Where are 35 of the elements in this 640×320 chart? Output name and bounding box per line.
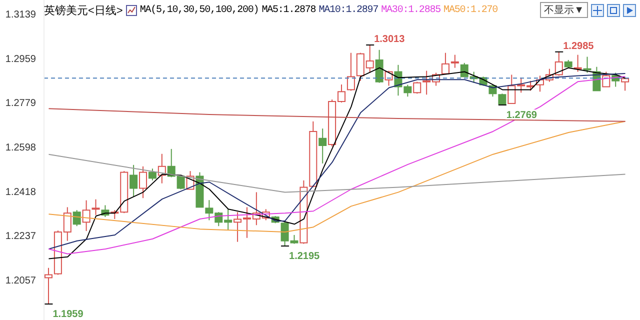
candlestick: [318, 128, 327, 164]
candlestick: [139, 166, 148, 199]
candlestick: [72, 210, 81, 227]
candlestick: [621, 77, 630, 92]
annotation: 不显示▼: [540, 2, 588, 18]
y-tick-label: 1.2057: [5, 275, 36, 286]
y-tick-label: 1.2237: [5, 231, 36, 242]
candlestick: [375, 49, 384, 84]
candlestick: [441, 52, 450, 74]
y-tick-label: 1.2959: [5, 54, 36, 65]
candlestick: [413, 81, 422, 94]
annotation: 1.1959: [52, 309, 84, 320]
candlestick: [92, 198, 100, 216]
chart-title: 英镑美元<日线>: [44, 4, 123, 18]
y-tick-label: 1.2779: [5, 98, 36, 110]
annotation: 1.2195: [289, 251, 320, 262]
annotation: 1.3013: [374, 34, 406, 45]
text: MA30:1.2885: [381, 5, 441, 16]
candlestick: [82, 200, 90, 232]
text: MA50:1.270: [444, 5, 498, 16]
candlestick: [583, 56, 592, 74]
candlestick: [148, 168, 156, 181]
candlestick: [130, 164, 138, 197]
candlestick: [346, 52, 355, 92]
legend-title: MA(5,10,30,50,100,200): [140, 5, 259, 16]
y-tick-label: 1.3139: [5, 10, 36, 21]
y-tick-label: 1.2418: [5, 186, 36, 198]
annotation: 1.2985: [563, 40, 594, 52]
line-series: [48, 154, 626, 193]
text: MA10:1.2897: [318, 5, 378, 16]
candlestick: [44, 267, 52, 305]
text: MA5:1.2878: [262, 5, 316, 16]
candlestick: [450, 54, 459, 68]
line-series: [48, 108, 626, 122]
y-tick-label: 1.2598: [5, 142, 36, 154]
